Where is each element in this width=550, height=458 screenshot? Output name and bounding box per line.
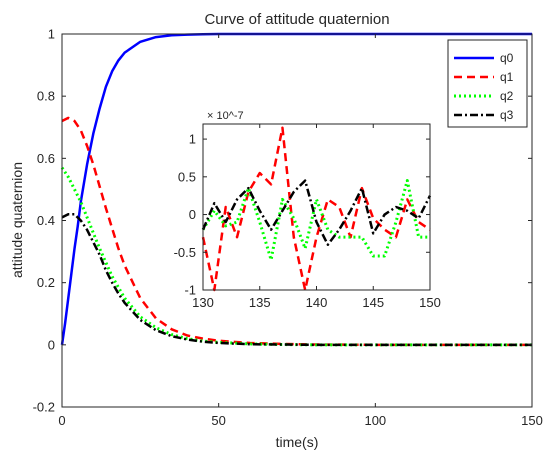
inset-y-tick-label: 0.5 xyxy=(178,169,196,184)
inset-y-tick-label: 0 xyxy=(189,207,196,222)
y-axis-label: attitude quaternion xyxy=(9,162,25,278)
main-x-tick-label: 0 xyxy=(58,413,65,428)
inset-x-tick-label: 140 xyxy=(306,295,328,310)
main-y-tick-label: 0.4 xyxy=(37,213,55,228)
main-y-tick-label: 0.2 xyxy=(37,275,55,290)
main-y-tick-label: 0.6 xyxy=(37,151,55,166)
legend-box xyxy=(447,39,528,128)
main-y-tick-label: -0.2 xyxy=(33,400,55,415)
inset-series-line-q2 xyxy=(201,179,430,262)
main-y-tick-label: 1 xyxy=(48,27,55,42)
main-x-tick-label: 50 xyxy=(211,413,225,428)
inset-y-tick-label: -0.5 xyxy=(174,245,196,260)
legend: q0 q1 q2 q3 xyxy=(447,39,528,128)
inset-chart: 130 135 140 145 150 -1 -0.5 0 0.5 1 × 10^-7 xyxy=(174,110,441,310)
legend-label-q0: q0 xyxy=(500,51,514,65)
inset-x-tick-label: 135 xyxy=(249,295,271,310)
inset-series-line-q1 xyxy=(201,126,431,292)
inset-x-tick-label: 150 xyxy=(419,295,441,310)
inset-y-exponent-label: × 10^-7 xyxy=(207,110,244,122)
main-ticks: 0 50 100 150-0.200.20.40.60.81 xyxy=(33,27,543,429)
chart-title: Curve of attitude quaternion xyxy=(204,11,389,28)
main-series-line-q3 xyxy=(61,213,532,347)
legend-label-q2: q2 xyxy=(500,89,514,103)
inset-x-tick-label: 145 xyxy=(362,295,384,310)
main-x-tick-label: 100 xyxy=(364,413,386,428)
main-x-tick-label: 150 xyxy=(521,413,543,428)
x-axis-label: time(s) xyxy=(276,434,319,450)
inset-y-tick-label: 1 xyxy=(189,132,196,147)
inset-plot-area xyxy=(203,124,430,290)
legend-label-q3: q3 xyxy=(500,108,514,122)
inset-ticks: 130 135 140 145 150 -1 -0.5 0 0.5 1 xyxy=(174,124,441,310)
main-y-tick-label: 0.8 xyxy=(37,89,55,104)
inset-y-tick-label: -1 xyxy=(184,283,196,298)
main-y-tick-label: 0 xyxy=(48,337,55,352)
legend-label-q1: q1 xyxy=(500,70,514,84)
inset-series-line-q3 xyxy=(201,179,432,246)
inset-x-tick-label: 130 xyxy=(192,295,214,310)
inset-series-lines xyxy=(201,126,432,292)
